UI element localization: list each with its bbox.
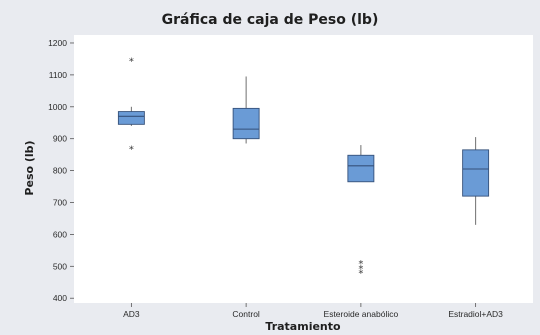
x-category-label: Control [232,309,260,319]
iqr-box [347,154,375,183]
box-ad3: ** [117,57,145,155]
y-tick-label: 900 [53,134,67,144]
y-axis: 400 500 600 700 800 900 1000 1100 1200 [48,38,74,303]
x-axis: AD3 Control Esteroide anabólico Estradiol+A… [123,303,503,319]
y-tick-label: 500 [53,261,67,271]
iqr-box [462,149,490,197]
y-axis-label: Peso (lb) [23,140,36,195]
x-axis-label: Tratamiento [265,320,341,333]
y-tick-label: 400 [53,293,67,303]
outlier-marker: * [129,144,134,155]
x-category-label: Esteroide anabólico [324,309,399,319]
box-control [232,76,260,144]
y-tick-label: 1100 [49,70,68,80]
plot-area [74,35,533,303]
iqr-box [232,107,260,140]
chart-title: Gráfica de caja de Peso (lb) [162,12,379,28]
box-esteroide-anab-lico: *** [347,145,375,280]
outlier-marker: * [358,269,363,280]
y-tick-label: 600 [53,229,67,239]
outlier-marker: * [129,57,134,68]
y-tick-label: 1200 [48,38,67,48]
iqr-box [117,111,145,125]
x-category-label: Estradiol+AD3 [448,309,503,319]
outlier-marker: * [358,264,363,275]
x-category-label: AD3 [123,309,140,319]
y-tick-label: 1000 [48,102,67,112]
boxes-group: ***** [117,57,490,280]
outlier-marker: * [358,259,363,270]
y-tick-label: 700 [53,198,67,208]
box-estradiol-ad3 [462,137,490,225]
y-tick-label: 800 [53,166,67,176]
